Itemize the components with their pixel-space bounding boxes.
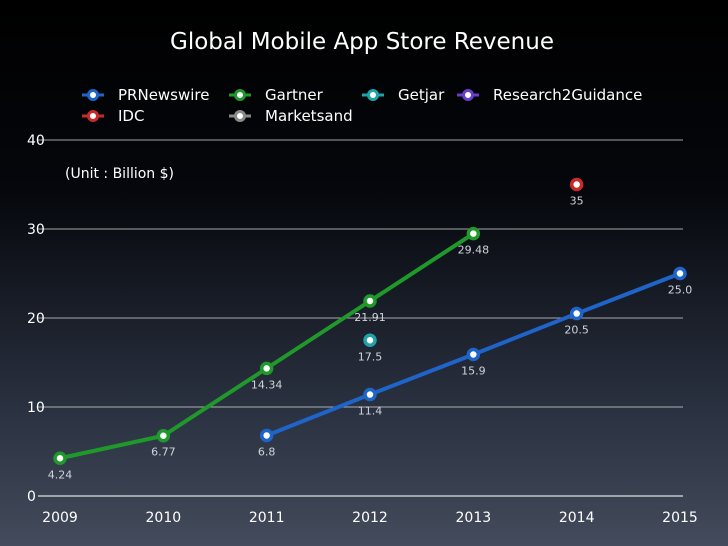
data-point xyxy=(466,226,481,241)
data-point xyxy=(363,294,377,308)
data-point xyxy=(569,177,584,192)
data-label: 4.24 xyxy=(48,468,73,481)
y-tick-label: 30 xyxy=(27,222,45,238)
legend-marker xyxy=(87,110,99,122)
y-tick-label: 0 xyxy=(27,489,36,505)
data-point xyxy=(466,347,481,362)
data-point xyxy=(156,428,171,443)
x-tick-label: 2011 xyxy=(249,510,285,526)
legend-label: IDC xyxy=(118,107,144,125)
chart-title: Global Mobile App Store Revenue xyxy=(170,29,554,55)
legend-marker xyxy=(367,89,379,101)
data-label: 25.0 xyxy=(668,284,693,297)
legend-label: Gartner xyxy=(265,86,324,104)
legend-label: Marketsand xyxy=(265,107,353,125)
data-label: 17.5 xyxy=(358,350,383,363)
data-label: 6.77 xyxy=(151,446,176,459)
data-point xyxy=(259,361,274,376)
legend-label: PRNewswire xyxy=(118,86,210,104)
data-label: 35 xyxy=(570,195,584,208)
legend-marker xyxy=(87,89,99,101)
data-point xyxy=(363,333,377,347)
y-tick-label: 20 xyxy=(27,311,45,327)
x-tick-label: 2010 xyxy=(146,510,182,526)
legend-marker xyxy=(234,89,246,101)
x-tick-label: 2012 xyxy=(352,510,388,526)
data-point xyxy=(259,428,274,443)
legend-label: Research2Guidance xyxy=(493,86,642,104)
data-label: 11.4 xyxy=(358,405,383,418)
data-label: 14.34 xyxy=(251,378,283,391)
data-point xyxy=(569,306,584,321)
legend-label: Getjar xyxy=(398,86,445,104)
data-point xyxy=(53,451,67,466)
data-point xyxy=(673,266,687,281)
data-label: 15.9 xyxy=(461,364,486,377)
x-tick-label: 2009 xyxy=(42,510,78,526)
data-point xyxy=(363,387,377,402)
x-tick-label: 2015 xyxy=(662,510,698,526)
data-label: 20.5 xyxy=(564,324,589,337)
legend-marker xyxy=(234,110,246,122)
unit-note: (Unit : Billion $) xyxy=(65,166,174,182)
data-label: 29.48 xyxy=(458,244,490,257)
legend-marker xyxy=(462,89,474,101)
data-label: 21.91 xyxy=(354,311,386,324)
x-tick-label: 2013 xyxy=(456,510,492,526)
x-tick-label: 2014 xyxy=(559,510,595,526)
y-tick-label: 40 xyxy=(27,133,45,149)
data-label: 6.8 xyxy=(258,445,276,458)
y-tick-label: 10 xyxy=(27,400,45,416)
series-line xyxy=(58,231,476,461)
